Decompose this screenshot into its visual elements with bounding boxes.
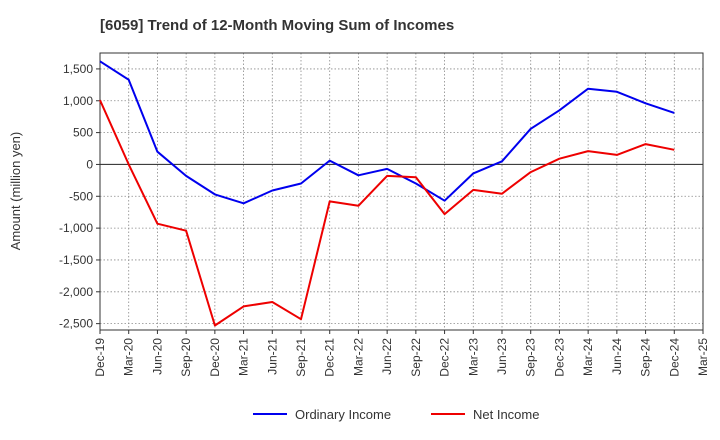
y-tick-label: -1,500 — [59, 253, 93, 267]
x-tick-label: Jun-24 — [610, 338, 624, 375]
series-line — [99, 60, 675, 205]
x-tick-label: Mar-20 — [122, 338, 136, 376]
x-tick-label: Jun-22 — [380, 338, 394, 375]
x-tick-label: Sep-23 — [524, 338, 538, 377]
y-tick-label: -1,000 — [59, 221, 93, 235]
y-axis-label: Amount (million yen) — [8, 132, 23, 251]
y-tick-label: 1,500 — [63, 62, 93, 76]
x-tick-label: Dec-22 — [438, 338, 452, 377]
legend: Ordinary Income Net Income — [253, 407, 539, 422]
x-tick-label: Mar-21 — [237, 338, 251, 376]
plot-frame — [99, 52, 704, 331]
x-tick-label: Dec-20 — [208, 338, 222, 377]
y-tick-label: 1,000 — [63, 94, 93, 108]
x-tick-label: Sep-21 — [294, 338, 308, 377]
x-tick-label: Mar-25 — [696, 338, 710, 376]
x-tick-label: Sep-22 — [409, 338, 423, 377]
chart-title: [6059] Trend of 12-Month Moving Sum of I… — [100, 17, 454, 34]
x-tick-label: Jun-21 — [265, 338, 279, 375]
y-tick-label: -2,500 — [59, 317, 93, 331]
x-tick-label: Mar-22 — [351, 338, 365, 376]
x-tick-label: Dec-23 — [552, 338, 566, 377]
x-tick-label: Mar-24 — [581, 338, 595, 376]
series-line — [99, 99, 675, 327]
x-tick-label: Sep-24 — [639, 338, 653, 377]
y-tick-label: -2,000 — [59, 285, 93, 299]
x-tick-label: Sep-20 — [179, 338, 193, 377]
x-tick-label: Dec-21 — [323, 338, 337, 377]
legend-label: Net Income — [473, 407, 539, 422]
series — [99, 60, 675, 327]
grid — [99, 53, 704, 330]
y-tick-label: 500 — [73, 126, 93, 140]
legend-label: Ordinary Income — [295, 407, 391, 422]
x-tick-label: Jun-23 — [495, 338, 509, 375]
y-tick-label: -500 — [69, 189, 93, 203]
x-tick-label: Jun-20 — [150, 338, 164, 375]
x-tick-label: Dec-24 — [667, 338, 681, 377]
x-tick-label: Mar-23 — [466, 338, 480, 376]
x-tick-label: Dec-19 — [93, 338, 107, 377]
axes: 1,500 1,000 500 0 -500 -1,000 -1,500 -2,000 -2,5… — [59, 52, 710, 377]
y-tick-label: 0 — [86, 157, 93, 171]
